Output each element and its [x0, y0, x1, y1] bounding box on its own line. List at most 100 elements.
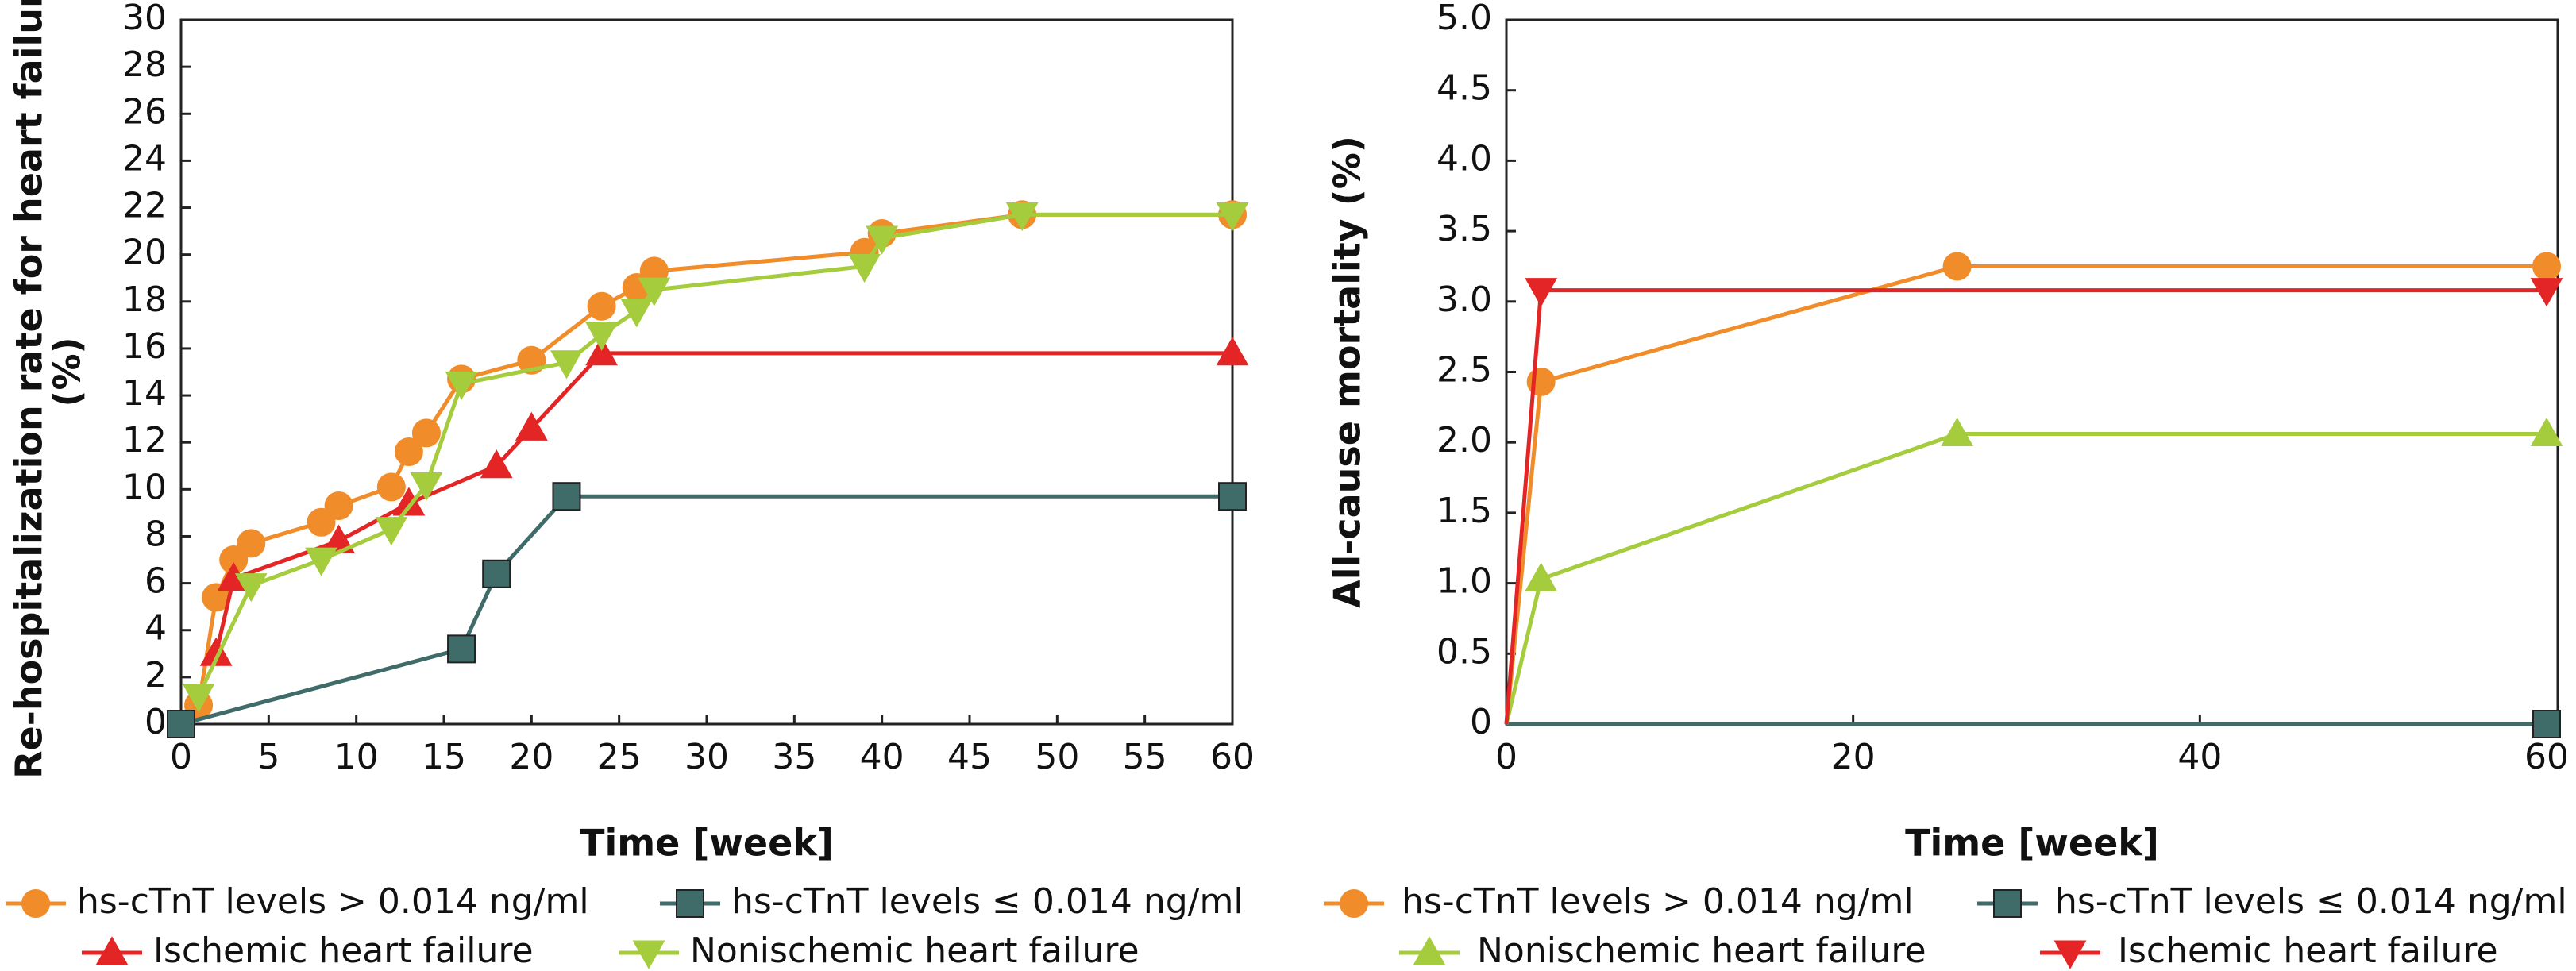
y-tick-label: 4.0	[1436, 138, 1492, 179]
y-tick-label: 2.5	[1436, 350, 1492, 391]
y-axis-title: Re-hospitalization rate for heart failur…	[8, 0, 51, 779]
x-tick-label: 25	[597, 737, 642, 777]
x-tick-label: 20	[509, 737, 553, 777]
marker	[392, 487, 426, 516]
marker	[234, 573, 268, 603]
x-tick-label: 60	[1210, 737, 1255, 777]
legend-marker	[1413, 936, 1446, 965]
legend-label: hs-cTnT levels > 0.014 ng/ml	[77, 881, 589, 922]
y-tick-label: 0	[1470, 702, 1492, 742]
y-tick-label: 20	[122, 233, 167, 273]
y-tick-label: 3.5	[1436, 209, 1492, 249]
marker	[620, 299, 654, 328]
marker	[550, 350, 583, 380]
plot-frame	[1505, 18, 2559, 726]
y-tick-label: 16	[122, 326, 167, 367]
marker	[1525, 278, 1558, 307]
x-tick-label: 30	[684, 737, 729, 777]
marker	[394, 437, 423, 467]
marker	[1525, 562, 1558, 591]
x-tick-label: 55	[1123, 737, 1167, 777]
y-tick-label: 5.0	[1436, 0, 1492, 38]
y-tick-label: 4	[145, 608, 167, 649]
legend-marker	[2053, 940, 2087, 969]
marker	[1216, 202, 1249, 232]
marker	[2532, 252, 2561, 281]
marker	[552, 482, 581, 511]
y-tick-label: 3.0	[1436, 279, 1492, 320]
legend-label: Ischemic heart failure	[153, 931, 534, 971]
marker	[410, 472, 443, 502]
legend-label: hs-cTnT levels ≤ 0.014 ng/ml	[2055, 881, 2567, 922]
marker	[167, 710, 195, 738]
marker	[638, 277, 671, 306]
marker	[182, 684, 215, 713]
marker	[1216, 337, 1249, 366]
marker	[375, 517, 408, 546]
x-axis-title: Time [week]	[580, 822, 834, 865]
marker	[2530, 417, 2563, 447]
series-line	[1504, 432, 2547, 725]
marker	[1005, 202, 1039, 232]
y-tick-label: 2	[145, 655, 167, 695]
marker	[480, 449, 513, 479]
x-tick-label: 20	[1831, 737, 1876, 777]
y-tick-label: 10	[122, 467, 167, 507]
x-tick-label: 60	[2524, 737, 2569, 777]
x-tick-label: 0	[170, 737, 192, 777]
y-tick-label: 28	[122, 44, 167, 85]
marker	[324, 491, 353, 521]
x-tick-label: 35	[772, 737, 816, 777]
marker	[2532, 710, 2561, 738]
plot-frame	[179, 18, 1234, 726]
y-tick-label: 4.5	[1436, 68, 1492, 109]
y-tick-label: 0.5	[1436, 631, 1492, 672]
marker	[1942, 252, 1972, 281]
series-line	[196, 212, 1232, 706]
y-tick-label: 24	[122, 138, 167, 179]
series-line	[214, 351, 1232, 654]
legend-marker	[1340, 889, 1368, 918]
y-tick-label: 22	[122, 186, 167, 226]
marker	[307, 507, 336, 537]
y-tick-label: 18	[122, 279, 167, 320]
marker	[515, 411, 548, 441]
y-axis-title: All-cause mortality (%)	[1326, 136, 1369, 608]
marker	[585, 322, 619, 351]
legend-label: Ischemic heart failure	[2118, 931, 2498, 971]
y-tick-label: 12	[122, 420, 167, 460]
marker	[447, 634, 476, 664]
y-tick-label: 26	[122, 91, 167, 132]
y-axis-title: (%)	[46, 337, 89, 407]
legend-marker	[632, 940, 665, 969]
series-line	[1504, 288, 2547, 725]
marker	[445, 371, 478, 401]
y-tick-label: 1.5	[1436, 491, 1492, 531]
marker	[848, 254, 881, 283]
x-tick-label: 15	[422, 737, 466, 777]
x-tick-label: 45	[947, 737, 992, 777]
x-tick-label: 40	[860, 737, 904, 777]
x-tick-label: 0	[1495, 737, 1517, 777]
legend-marker	[1993, 889, 2022, 918]
marker	[237, 529, 266, 558]
y-tick-label: 14	[122, 373, 167, 414]
legend-label: hs-cTnT levels ≤ 0.014 ng/ml	[731, 881, 1244, 922]
series-line	[1504, 264, 2547, 725]
y-tick-label: 30	[122, 0, 167, 38]
marker	[1941, 417, 1974, 447]
marker	[866, 225, 899, 255]
legend-marker	[95, 936, 129, 965]
y-tick-label: 2.0	[1436, 420, 1492, 460]
legend-label: Nonischemic heart failure	[690, 931, 1140, 971]
series-line	[196, 212, 1232, 697]
legend-marker	[21, 889, 50, 918]
y-tick-label: 8	[145, 514, 167, 554]
marker	[2530, 278, 2563, 307]
x-tick-label: 10	[334, 737, 379, 777]
marker	[411, 418, 441, 448]
y-tick-label: 1.0	[1436, 561, 1492, 602]
legend-label: hs-cTnT levels > 0.014 ng/ml	[1402, 881, 1914, 922]
